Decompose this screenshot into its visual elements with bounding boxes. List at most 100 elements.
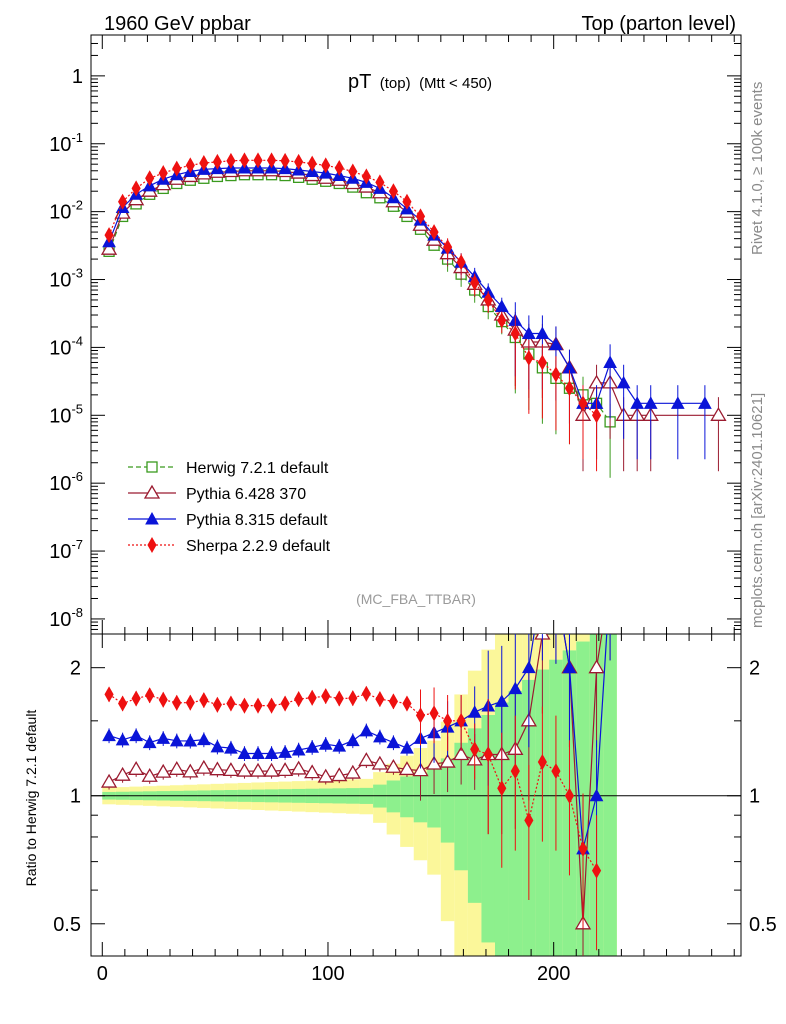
legend-label-herwig: Herwig 7.2.1 default <box>186 460 329 477</box>
ratio-point-sherpa <box>361 685 371 702</box>
ratio-point-sherpa <box>199 692 209 709</box>
ratio-point-pythia8 <box>264 746 279 759</box>
point-sherpa <box>131 180 141 197</box>
ratio-point-sherpa <box>253 697 263 714</box>
point-sherpa <box>388 183 399 200</box>
ratio-y-tick-label: 0.5 <box>53 914 81 936</box>
ratio-point-pythia6 <box>290 760 307 775</box>
ratio-point-sherpa <box>443 712 453 729</box>
ratio-point-sherpa <box>172 694 182 711</box>
ratio-point-pythia6 <box>209 761 226 776</box>
legend-marker-herwig <box>146 461 158 473</box>
point-sherpa <box>280 152 290 169</box>
ratio-point-pythia8 <box>129 728 143 742</box>
ratio-point-pythia6 <box>114 766 131 781</box>
mcplots-label: mcplots.cern.ch [arXiv:2401.10621] <box>749 393 766 628</box>
ratio-point-pythia8 <box>115 732 130 746</box>
point-sherpa <box>551 366 561 383</box>
ratio-point-pythia6 <box>385 758 402 773</box>
point-sherpa <box>118 193 128 210</box>
tick-exponent: -6 <box>71 469 83 484</box>
ratio-point-sherpa <box>456 712 466 729</box>
point-pythia8 <box>643 396 658 409</box>
main-y-tick-label: 10-5 <box>49 401 83 427</box>
point-sherpa <box>578 395 588 412</box>
legend-label-pythia8: Pythia 8.315 default <box>186 512 328 529</box>
ratio-point-pythia6 <box>141 767 158 782</box>
ratio-point-pythia8 <box>142 735 157 749</box>
tick-exponent: -2 <box>71 198 83 213</box>
point-sherpa <box>456 254 466 271</box>
ratio-point-pythia6 <box>549 577 563 589</box>
main-title-cut: (Mtt < 450) <box>419 75 492 92</box>
series-main-herwig <box>103 169 616 478</box>
point-sherpa <box>239 152 250 169</box>
tick-exponent: -5 <box>71 401 83 416</box>
tick-exponent: -4 <box>71 333 83 348</box>
ratio-point-pythia6 <box>249 762 267 777</box>
ratio-point-pythia8 <box>278 745 292 758</box>
ratio-point-pythia6 <box>155 763 172 778</box>
tick-base: 10 <box>49 337 71 359</box>
point-sherpa <box>361 168 371 185</box>
main-y-tick-label: 10-1 <box>49 130 83 156</box>
band-inner-bin <box>386 780 401 813</box>
ratio-point-pythia8 <box>467 705 482 718</box>
ratio-point-sherpa <box>402 695 412 712</box>
point-pythia8 <box>522 326 536 340</box>
tick-exponent: -7 <box>71 537 83 552</box>
point-sherpa <box>348 163 358 180</box>
ratio-point-pythia6 <box>100 773 118 788</box>
point-pythia8 <box>616 375 631 389</box>
point-sherpa <box>145 170 155 187</box>
ratio-point-sherpa <box>321 688 331 705</box>
ratio-point-sherpa <box>551 763 561 780</box>
ratio-point-pythia8 <box>183 733 198 747</box>
ratio-point-sherpa <box>239 697 250 714</box>
series-line-sherpa <box>108 159 597 416</box>
watermark: (MC_FBA_TTBAR) <box>356 591 476 607</box>
ratio-point-pythia6 <box>263 762 280 777</box>
main-y-tick-label: 10-7 <box>49 537 83 563</box>
point-sherpa <box>307 155 317 172</box>
point-sherpa <box>483 291 493 308</box>
ratio-point-pythia6 <box>371 755 389 770</box>
ratio-point-pythia6 <box>195 759 212 774</box>
point-sherpa <box>375 174 385 191</box>
series-line-herwig <box>108 174 611 423</box>
main-title: pT (top) (Mtt < 450) <box>348 71 492 93</box>
ratio-y-label: Ratio to Herwig 7.2.1 default <box>23 710 39 887</box>
ratio-point-sherpa <box>483 746 493 763</box>
point-pythia8 <box>535 326 550 340</box>
header-left: 1960 GeV ppbar <box>104 13 251 35</box>
point-sherpa <box>537 354 547 371</box>
series-line-pythia6 <box>108 170 719 418</box>
main-y-tick-label: 10-3 <box>49 266 83 292</box>
ratio-point-sherpa <box>375 691 385 708</box>
tick-base: 10 <box>49 202 71 224</box>
ratio-point-sherpa <box>294 691 304 708</box>
ratio-frame <box>90 633 742 957</box>
ratio-point-pythia6 <box>425 755 443 770</box>
ratio-point-sherpa <box>131 690 141 707</box>
ratio-point-sherpa <box>537 754 547 771</box>
ratio-point-pythia8 <box>318 737 333 750</box>
tick-base: 10 <box>49 270 71 292</box>
main-title-top: (top) <box>380 75 411 92</box>
point-sherpa <box>429 224 439 241</box>
point-sherpa <box>226 152 236 169</box>
legend-label-pythia6: Pythia 6.428 370 <box>186 486 306 503</box>
ratio-y-tick-label: 2 <box>70 658 81 680</box>
ratio-point-pythia6 <box>358 752 375 767</box>
ratio-point-sherpa <box>564 787 575 804</box>
ratio-point-pythia6 <box>304 764 321 779</box>
x-tick-label: 200 <box>537 963 570 985</box>
ratio-point-pythia6 <box>588 659 605 674</box>
x-tick-label: 0 <box>97 963 108 985</box>
point-pythia8 <box>630 396 645 409</box>
ratio-point-sherpa <box>266 697 277 714</box>
ratio-point-sherpa <box>185 694 195 711</box>
tick-base: 10 <box>49 134 71 156</box>
ratio-point-pythia8 <box>251 746 265 759</box>
